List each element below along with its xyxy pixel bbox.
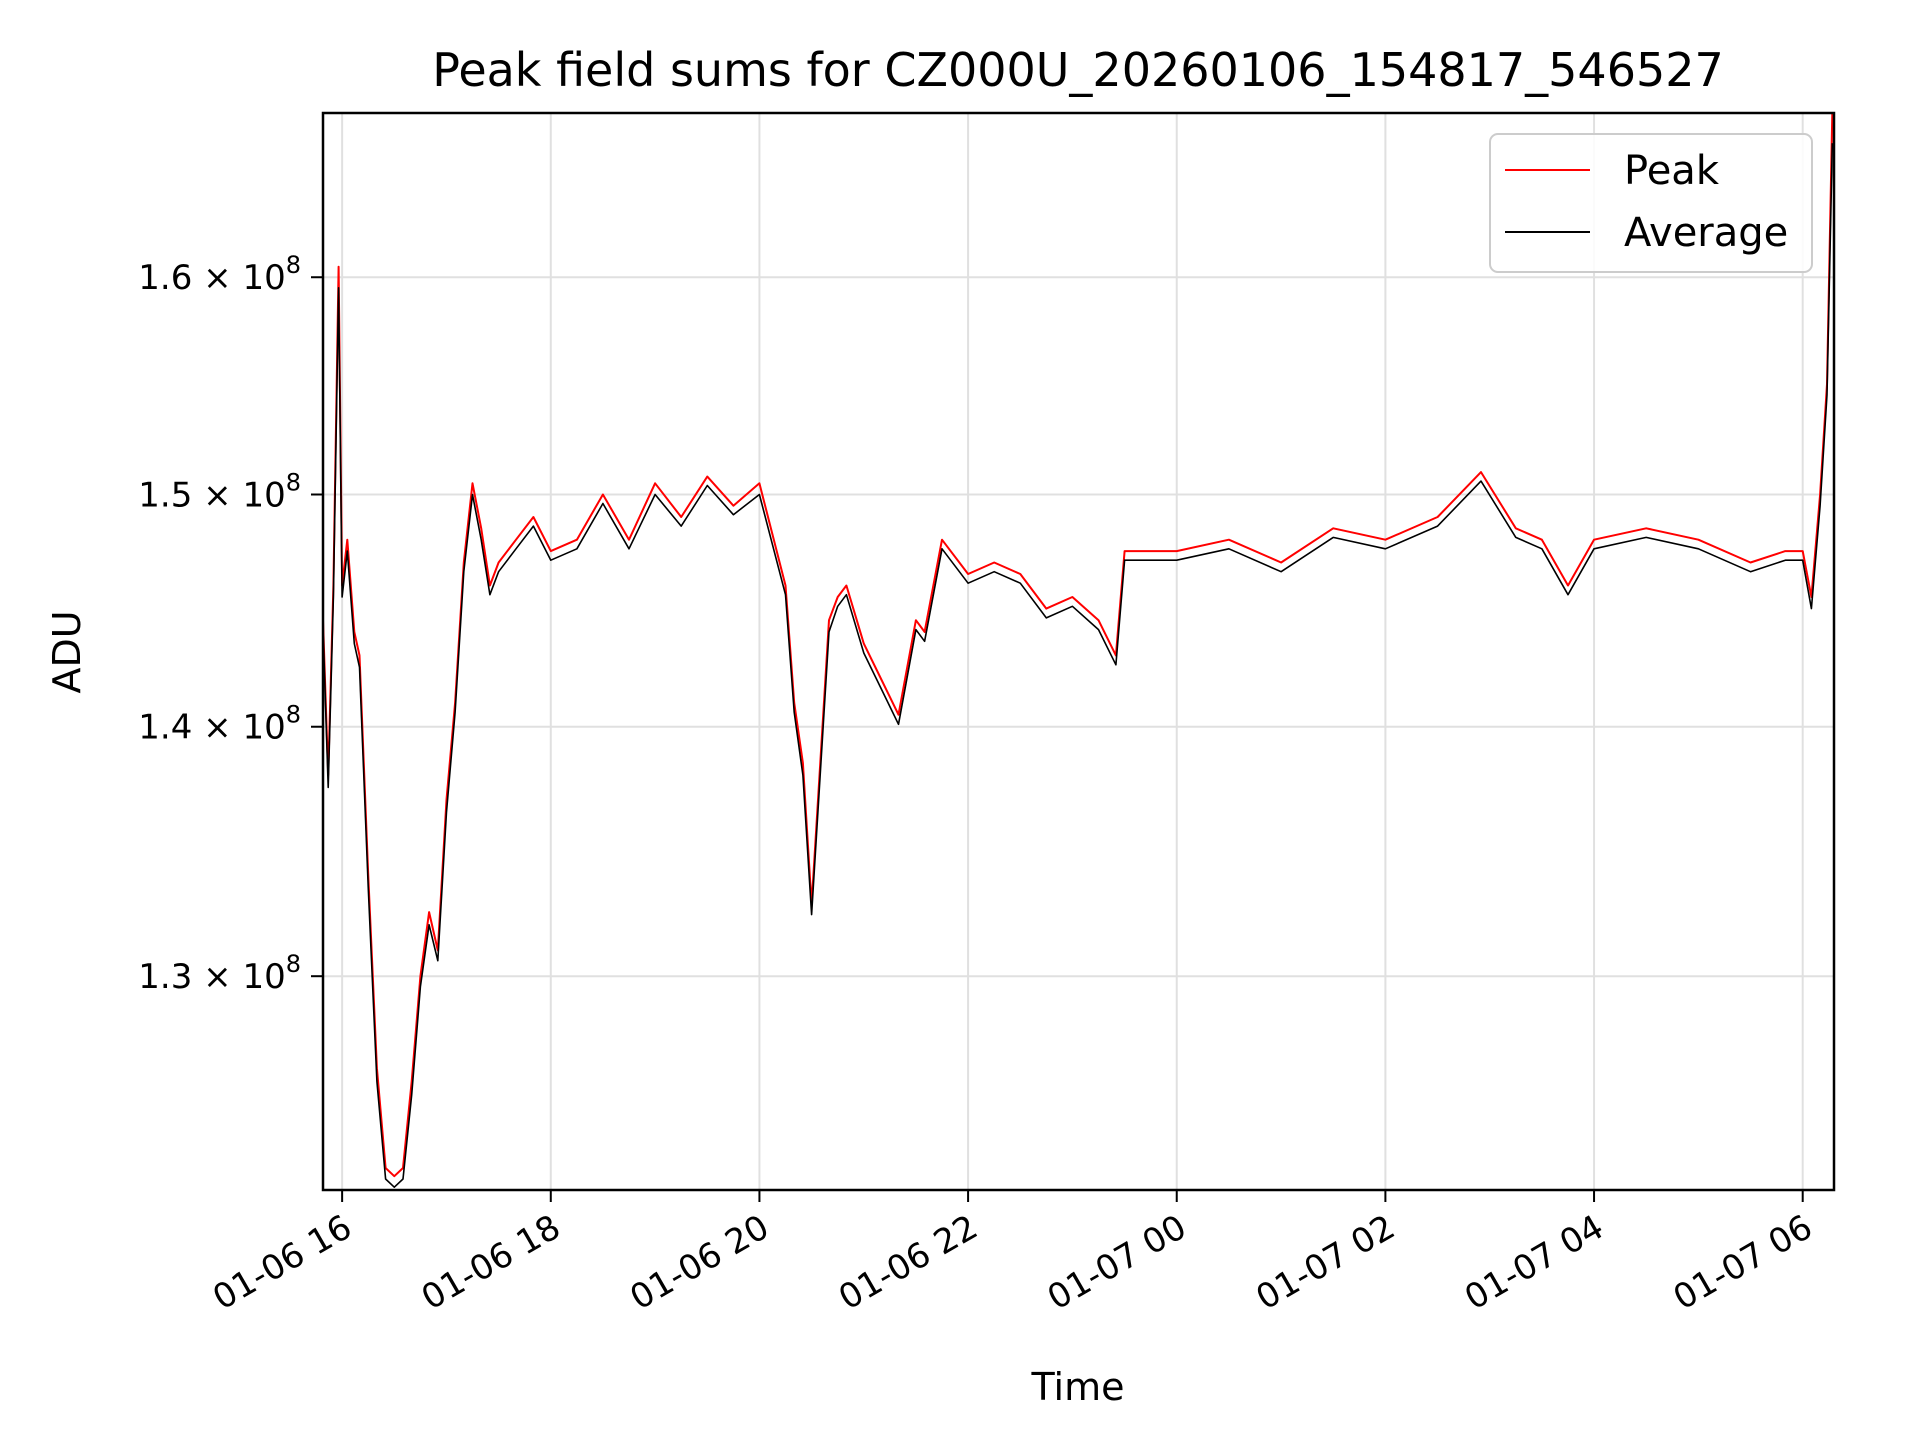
series-layer <box>322 112 1834 1188</box>
x-axis-label: Time <box>1031 1365 1125 1409</box>
y-tick-label: 1.3 × 108 <box>138 950 301 997</box>
y-ticks: 1.3 × 108 1.4 × 108 1.5 × 108 1.6 × 108 <box>138 251 323 997</box>
y-tick-label: 1.5 × 108 <box>138 468 301 515</box>
y-tick-label: 1.6 × 108 <box>138 251 301 298</box>
x-tick-label: 01-06 20 <box>624 1207 776 1318</box>
chart-title: Peak field sums for CZ000U_20260106_1548… <box>432 43 1724 97</box>
x-tick-label: 01-07 04 <box>1458 1207 1610 1318</box>
legend-label-peak: Peak <box>1624 148 1720 194</box>
grid <box>323 113 1834 1190</box>
x-tick-label: 01-07 02 <box>1250 1207 1402 1318</box>
y-tick-label: 1.4 × 108 <box>138 701 301 748</box>
legend-box <box>1489 133 1813 273</box>
x-tick-label: 01-06 16 <box>206 1207 358 1318</box>
series-line-average <box>322 143 1834 1188</box>
legend: Peak Average <box>1489 133 1813 273</box>
x-ticks: 01-06 16 01-06 18 01-06 20 01-06 22 01-07 00… <box>206 1190 1819 1318</box>
y-axis-label: ADU <box>45 610 89 693</box>
x-tick-label: 01-06 22 <box>832 1207 984 1318</box>
x-tick-label: 01-07 00 <box>1041 1207 1193 1318</box>
plot-frame <box>321 111 1836 1192</box>
x-tick-label: 01-06 18 <box>415 1207 567 1318</box>
x-tick-label: 01-07 06 <box>1667 1207 1819 1318</box>
legend-label-average: Average <box>1624 210 1788 256</box>
